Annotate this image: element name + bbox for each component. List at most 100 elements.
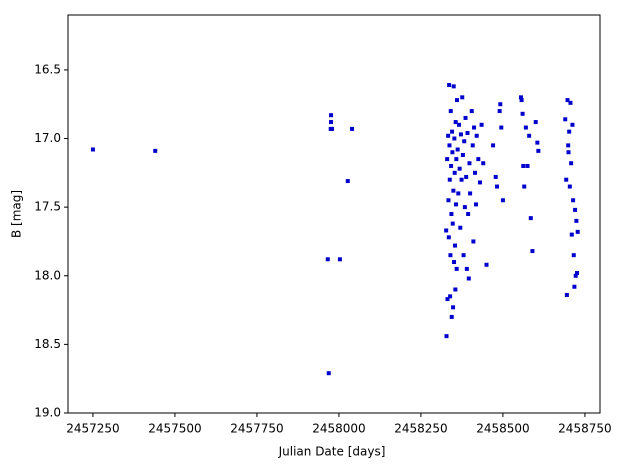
data-point bbox=[477, 180, 482, 185]
data-point bbox=[491, 143, 496, 148]
data-point bbox=[447, 143, 452, 148]
data-point bbox=[471, 239, 476, 244]
data-point bbox=[466, 276, 471, 281]
data-point bbox=[523, 125, 528, 130]
data-point bbox=[448, 109, 453, 114]
data-point bbox=[567, 184, 572, 189]
data-point bbox=[451, 188, 456, 193]
data-point bbox=[458, 132, 463, 137]
data-point bbox=[530, 249, 535, 254]
data-point bbox=[451, 84, 456, 89]
x-axis-label: Julian Date [days] bbox=[278, 445, 386, 459]
data-point bbox=[535, 140, 540, 145]
data-point bbox=[454, 157, 459, 162]
x-tick-label: 2458000 bbox=[312, 422, 365, 436]
x-tick-label: 2458250 bbox=[394, 422, 447, 436]
data-point bbox=[330, 126, 335, 131]
data-point bbox=[518, 95, 523, 100]
data-point bbox=[454, 266, 459, 271]
x-tick-label: 2458750 bbox=[558, 422, 611, 436]
data-point bbox=[329, 113, 334, 118]
data-point bbox=[450, 150, 455, 155]
data-point bbox=[573, 273, 578, 278]
data-point bbox=[563, 117, 568, 122]
data-point bbox=[500, 198, 505, 203]
data-point bbox=[464, 266, 469, 271]
data-point bbox=[453, 287, 458, 292]
data-point bbox=[446, 198, 451, 203]
data-point bbox=[325, 257, 330, 262]
data-point bbox=[329, 120, 334, 125]
data-point bbox=[521, 163, 526, 168]
data-point bbox=[453, 243, 458, 248]
data-point bbox=[569, 232, 574, 237]
data-point bbox=[465, 131, 470, 136]
data-point bbox=[448, 253, 453, 258]
plot-frame bbox=[67, 14, 601, 414]
x-tick-label: 2457250 bbox=[66, 422, 119, 436]
data-point bbox=[474, 202, 479, 207]
data-point bbox=[497, 109, 502, 114]
data-point bbox=[481, 161, 486, 166]
y-tick-label: 19.0 bbox=[34, 406, 61, 420]
data-point bbox=[447, 82, 452, 87]
data-point bbox=[569, 161, 574, 166]
data-point bbox=[449, 212, 454, 216]
data-point bbox=[448, 294, 453, 299]
data-point bbox=[476, 157, 481, 162]
data-point bbox=[446, 235, 451, 240]
data-point bbox=[450, 129, 455, 134]
data-point bbox=[525, 163, 530, 168]
data-point bbox=[90, 147, 95, 152]
data-point bbox=[455, 147, 460, 152]
data-point bbox=[575, 271, 580, 276]
data-point bbox=[459, 177, 464, 182]
data-point bbox=[451, 305, 456, 310]
data-point bbox=[457, 166, 462, 171]
data-point bbox=[498, 102, 503, 107]
data-point bbox=[574, 218, 579, 223]
data-point bbox=[461, 253, 466, 258]
data-point bbox=[470, 143, 475, 148]
data-point bbox=[452, 170, 457, 175]
data-point bbox=[452, 136, 457, 141]
data-point bbox=[337, 257, 342, 262]
data-point bbox=[527, 133, 532, 138]
data-point bbox=[345, 179, 350, 184]
data-point bbox=[566, 150, 571, 155]
y-tick-label: 17.0 bbox=[34, 131, 61, 145]
data-point bbox=[456, 191, 461, 196]
data-point bbox=[460, 95, 465, 100]
data-point bbox=[466, 212, 471, 216]
data-point bbox=[479, 122, 484, 127]
data-point bbox=[449, 314, 454, 319]
data-point bbox=[464, 174, 469, 179]
data-point bbox=[454, 202, 459, 207]
data-point bbox=[463, 115, 468, 120]
data-point bbox=[519, 98, 524, 103]
x-tick-label: 2457750 bbox=[230, 422, 283, 436]
data-point bbox=[575, 229, 580, 234]
data-point bbox=[468, 191, 473, 196]
data-point bbox=[495, 184, 500, 189]
data-point bbox=[462, 139, 467, 144]
data-point bbox=[533, 120, 538, 125]
data-point bbox=[467, 161, 472, 166]
data-point bbox=[153, 148, 158, 153]
data-point bbox=[520, 111, 525, 116]
y-tick-label: 17.5 bbox=[34, 200, 61, 214]
data-point bbox=[458, 225, 463, 230]
data-point bbox=[571, 253, 576, 258]
data-point bbox=[445, 297, 450, 302]
data-point bbox=[454, 98, 459, 103]
data-point bbox=[568, 100, 573, 105]
data-point bbox=[570, 122, 575, 127]
y-tick-label: 16.5 bbox=[34, 62, 61, 76]
y-tick-label: 18.0 bbox=[34, 268, 61, 282]
data-point bbox=[447, 177, 452, 182]
data-point bbox=[350, 126, 355, 131]
data-point bbox=[571, 198, 576, 203]
data-point bbox=[499, 125, 504, 130]
data-point bbox=[452, 260, 457, 265]
data-point bbox=[444, 334, 449, 339]
